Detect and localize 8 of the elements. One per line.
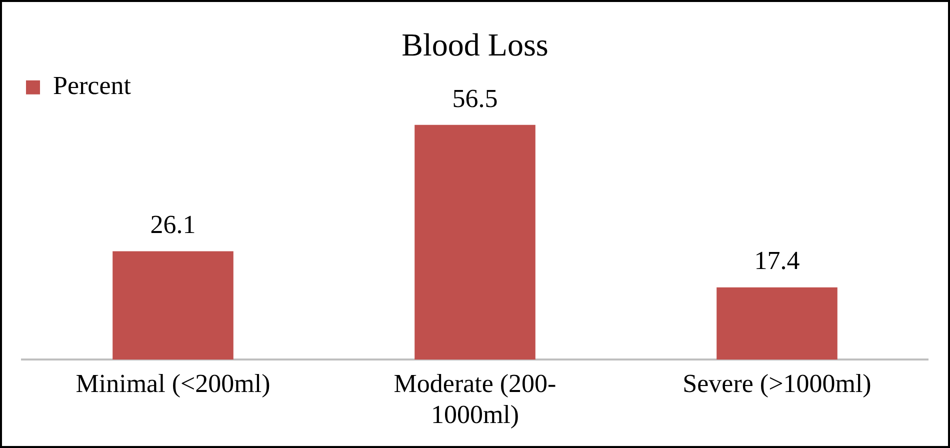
- data-label: 26.1: [150, 210, 196, 240]
- data-label: 17.4: [754, 246, 800, 276]
- data-label: 56.5: [452, 84, 498, 113]
- x-tick-label: Minimal (<200ml): [76, 369, 270, 398]
- x-tick-label: Severe (>1000ml): [682, 369, 872, 398]
- chart-title: Blood Loss: [402, 26, 548, 63]
- x-tick-label: Moderate (200-1000ml): [394, 369, 556, 430]
- legend-label: Percent: [53, 71, 132, 100]
